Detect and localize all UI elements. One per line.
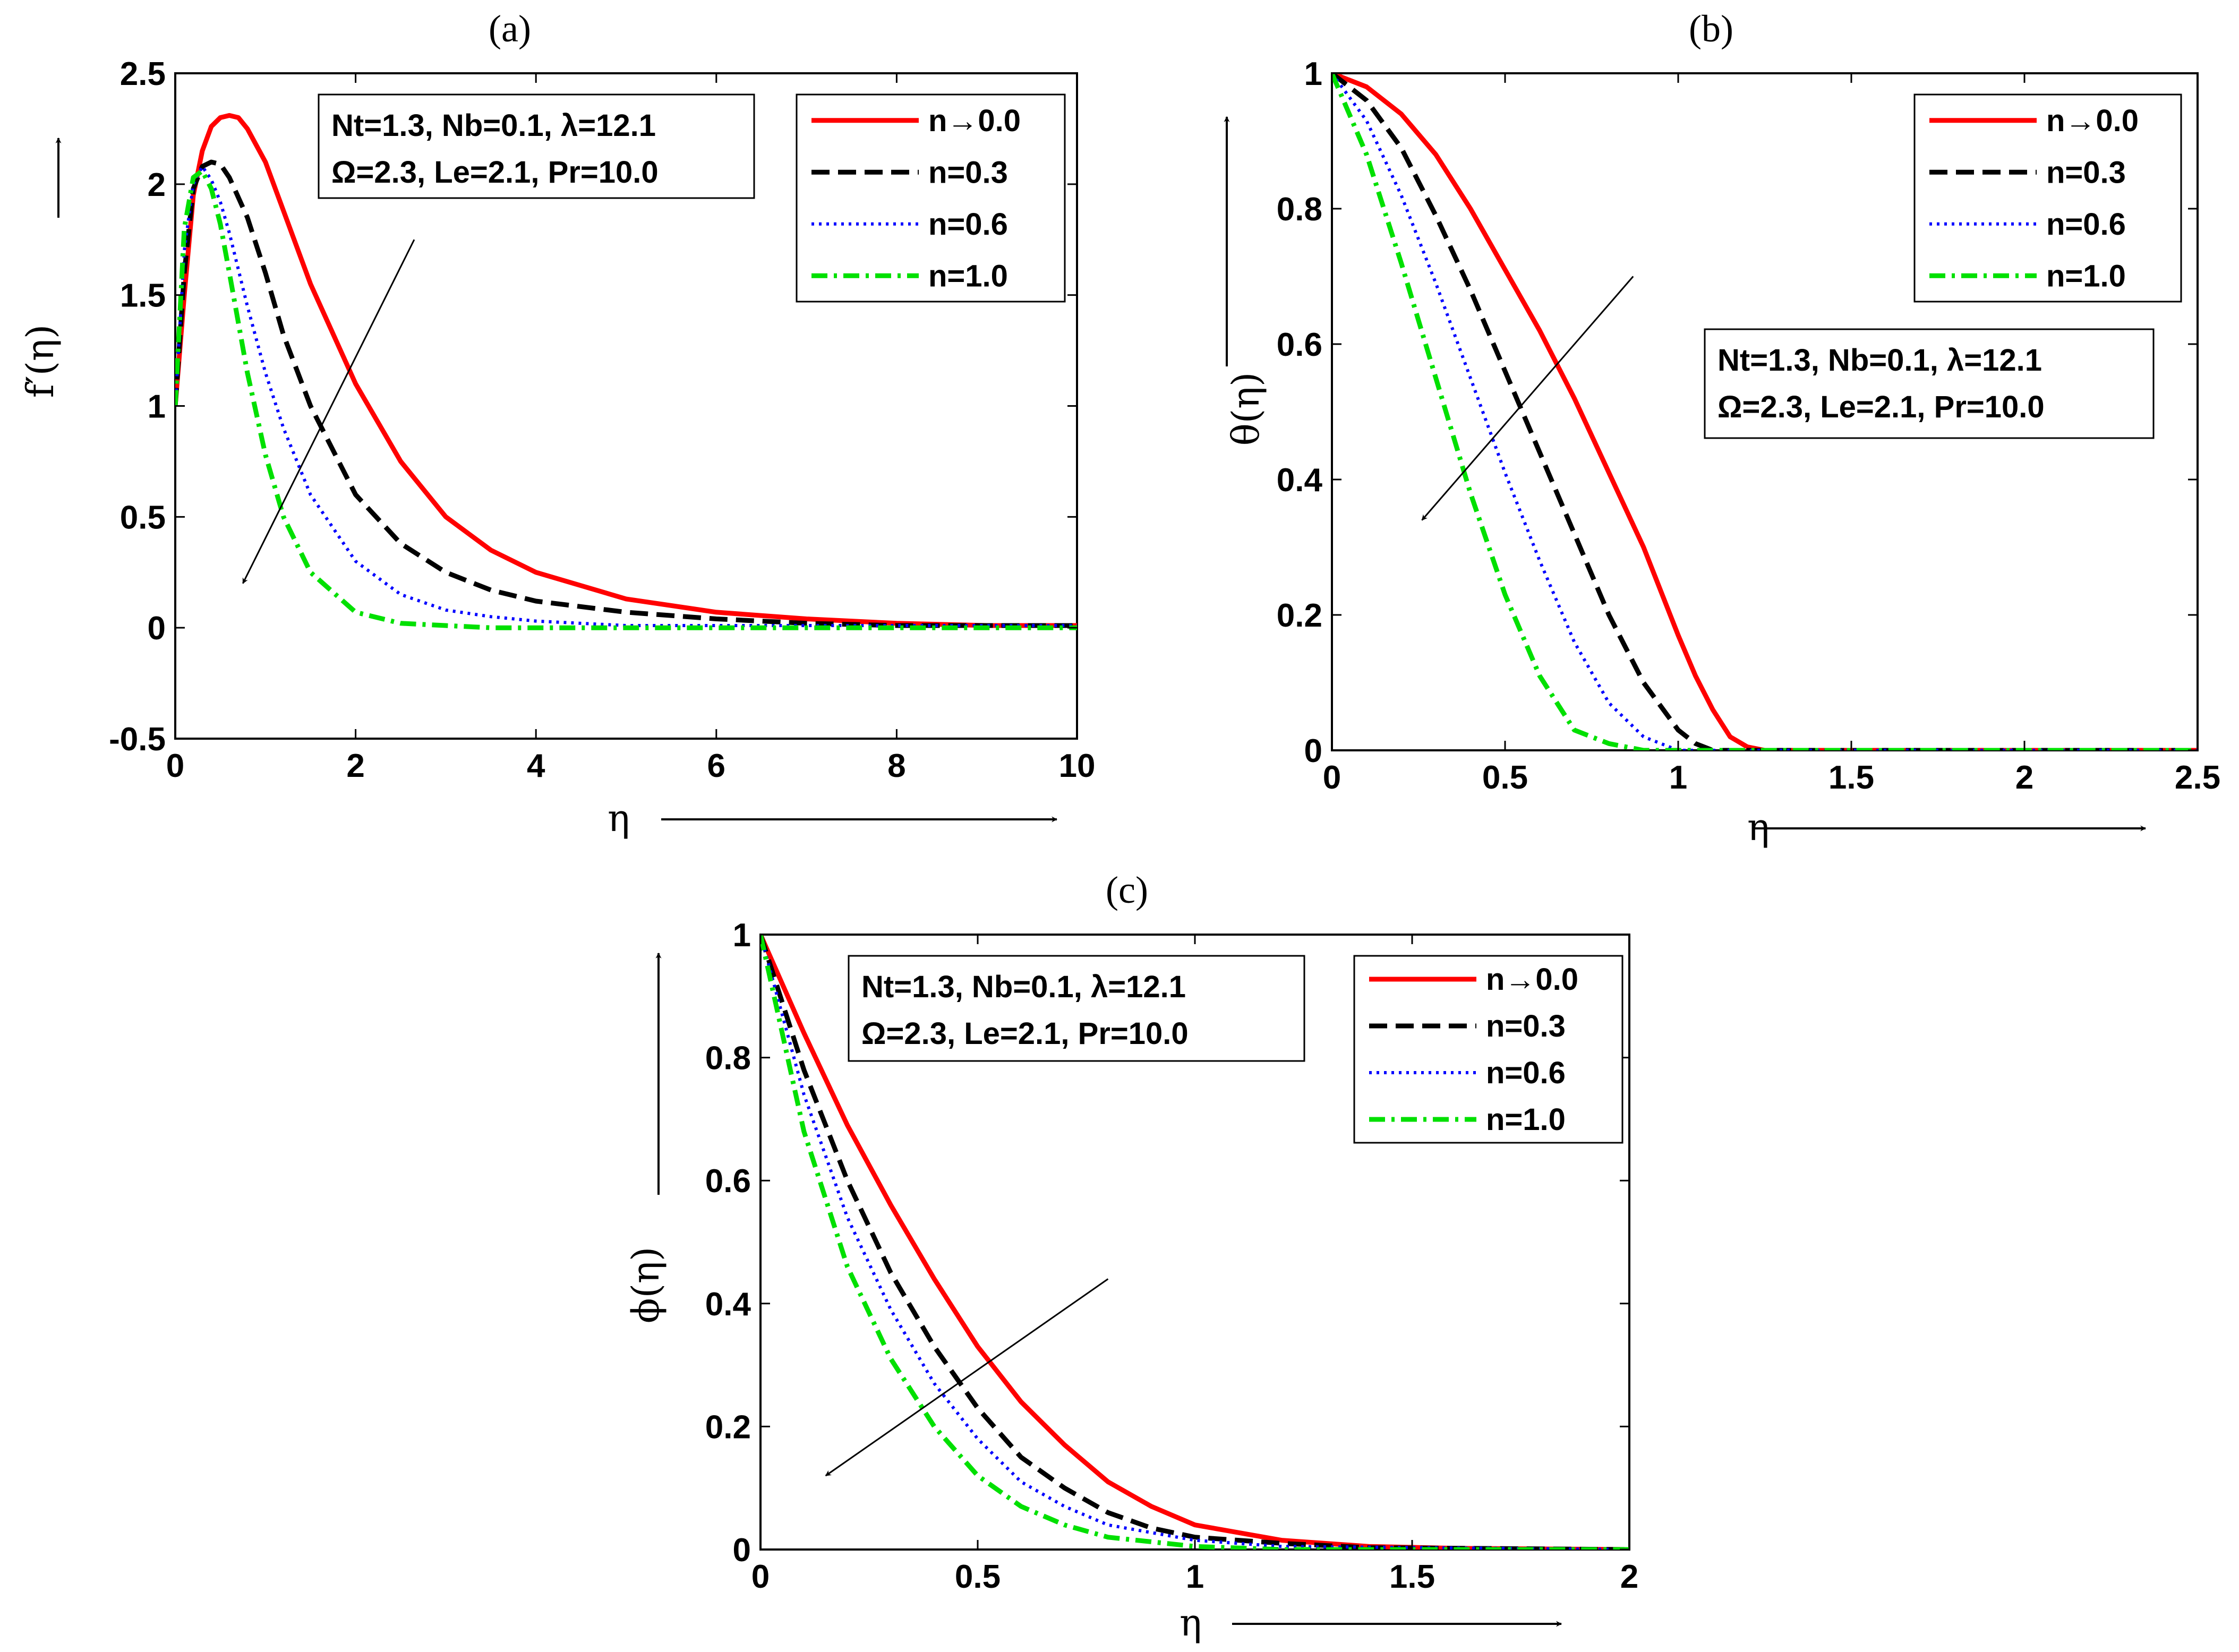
x-tick-label: 0: [751, 1559, 770, 1595]
y-tick-label: -0.5: [109, 721, 166, 758]
x-axis-label: η: [1180, 1601, 1202, 1645]
legend-box: [796, 93, 1066, 303]
x-tick-label: 2: [346, 748, 364, 784]
plot-area-c: 0 0.5 1 1.5 2 0 0.2 0.4 0.6 0.8 1 η ϕ(η) n→0.0 n=0.3 n=…: [624, 917, 1638, 1645]
x-tick-label: 0.5: [1482, 759, 1528, 796]
legend: n→0.0 n=0.3 n=0.6 n=1.0: [796, 93, 1066, 303]
y-tick-label: 0.6: [1277, 327, 1322, 363]
trend-arrow: [825, 1278, 1109, 1477]
x-tick-label: 10: [1059, 748, 1096, 784]
series-line-dashed: [175, 159, 1077, 628]
parameters-line: Nt=1.3, Nb=0.1, λ=12.1: [1717, 343, 2042, 378]
panel-b: (b) 0 0.5 1 1.5 2 2.500.20.40.60.81ηθ(η)n→0.0…: [1224, 7, 2220, 849]
legend: n→0.0 n=0.3 n=0.6 n=1.0: [1353, 955, 1623, 1144]
x-axis-label: η: [608, 797, 630, 840]
y-axis-label: ϕ(η): [624, 1247, 668, 1323]
y-tick-label: 0.2: [1277, 597, 1322, 634]
legend-label: n=0.3: [1486, 1009, 1566, 1043]
y-tick-label: 1: [1304, 56, 1322, 92]
parameters-line: Nt=1.3, Nb=0.1, λ=12.1: [331, 108, 656, 143]
series-line-dashdot: [175, 168, 1077, 630]
legend-box: [1913, 93, 2182, 303]
series-line-solid: [1332, 73, 2198, 750]
x-tick-label: 4: [527, 748, 545, 784]
x-tick-label: 1: [1669, 759, 1687, 796]
series-line-dotted: [1332, 73, 2198, 750]
x-tick-label: 0.5: [955, 1559, 1001, 1595]
legend-box: [1353, 955, 1623, 1144]
y-tick-label: 0: [1304, 733, 1322, 769]
parameters-frame: [848, 955, 1305, 1062]
trend-arrow: [1421, 276, 1634, 521]
panel-label-c: (c): [1106, 869, 1148, 911]
x-tick-label: 2: [1620, 1559, 1638, 1595]
legend-label: n=0.6: [1486, 1056, 1566, 1090]
y-axis-label: θ(η): [1224, 372, 1268, 446]
series-line-dashed: [1332, 73, 2198, 750]
panel-c: (c) 0 0.5 1 1.5 2 0 0.2 0.4 0.6 0.8 1 η ϕ(η) n→0.0 n=0…: [624, 869, 1638, 1645]
parameters-frame: [318, 93, 755, 199]
series-group: [1332, 73, 2198, 750]
y-tick-label: 0.5: [120, 499, 166, 536]
x-tick-label: 6: [707, 748, 725, 784]
y-tick-label: 0.6: [705, 1163, 751, 1200]
y-tick-label: 1.5: [120, 278, 166, 314]
legend-label: n=0.6: [928, 207, 1008, 242]
legend-label: n→0.0: [1486, 962, 1578, 997]
legend-label: n=1.0: [2046, 259, 2126, 293]
y-tick-label: 2.5: [120, 56, 166, 92]
y-tick-label: 1: [148, 389, 166, 425]
legend-label: n=1.0: [928, 259, 1008, 293]
series-line-dashdot: [760, 935, 1629, 1550]
plot-area-a: 0 2 4 6 8 10-0.500.511.522.5ηf′(η)n→0.0n=0.3n…: [19, 56, 1095, 840]
trend-arrow: [242, 239, 415, 584]
series-line-solid: [175, 113, 1077, 628]
parameters-line: Ω=2.3, Le=2.1, Pr=10.0: [1717, 390, 2045, 424]
parameters-box: Nt=1.3, Nb=0.1, λ=12.1 Ω=2.3, Le=2.1, Pr=…: [318, 93, 755, 199]
series-line-solid: [760, 935, 1629, 1550]
x-tick-label: 1: [1186, 1559, 1204, 1595]
series-group: [175, 113, 1077, 630]
series-group: [760, 935, 1629, 1550]
parameters-box: Nt=1.3, Nb=0.1, λ=12.1 Ω=2.3, Le=2.1, Pr=…: [848, 955, 1305, 1062]
x-tick-label: 1.5: [1389, 1559, 1435, 1595]
y-tick-label: 0: [733, 1532, 751, 1569]
x-tick-label: 0: [1323, 759, 1341, 796]
legend-label: n→0.0: [928, 104, 1021, 138]
x-tick-label: 1.5: [1828, 759, 1874, 796]
y-tick-label: 1: [733, 917, 751, 954]
parameters-box: Nt=1.3, Nb=0.1, λ=12.1 Ω=2.3, Le=2.1, Pr=…: [1704, 328, 2155, 439]
y-axis-label: f′(η): [19, 324, 62, 398]
legend-label: n=1.0: [1486, 1102, 1566, 1137]
panel-label-b: (b): [1689, 7, 1733, 50]
series-line-dotted: [175, 165, 1077, 627]
legend-label: n=0.3: [928, 155, 1008, 190]
legend-label: n→0.0: [2046, 104, 2139, 138]
legend: n→0.0 n=0.3 n=0.6 n=1.0: [1913, 93, 2182, 303]
x-tick-label: 8: [887, 748, 905, 784]
x-tick-label: 0: [166, 748, 184, 784]
y-tick-label: 0.2: [705, 1409, 751, 1445]
panel-a: (a) 0 2 4 6 8 10-0.500.511.522.5ηf′(η)n→0.0n=…: [19, 7, 1095, 840]
legend-label: n=0.6: [2046, 207, 2126, 242]
series-line-dashed: [760, 935, 1629, 1550]
parameters-line: Ω=2.3, Le=2.1, Pr=10.0: [861, 1016, 1189, 1051]
x-tick-label: 2.5: [2175, 759, 2220, 796]
parameters-line: Ω=2.3, Le=2.1, Pr=10.0: [331, 155, 659, 190]
panel-label-a: (a): [489, 7, 531, 50]
y-tick-label: 2: [148, 167, 166, 203]
y-tick-label: 0.8: [1277, 191, 1322, 228]
x-tick-label: 2: [2015, 759, 2033, 796]
parameters-line: Nt=1.3, Nb=0.1, λ=12.1: [861, 970, 1186, 1004]
y-tick-label: 0.8: [705, 1040, 751, 1077]
y-tick-label: 0.4: [705, 1286, 751, 1323]
series-line-dashdot: [1332, 73, 2198, 750]
legend-label: n=0.3: [2046, 155, 2126, 190]
y-tick-label: 0: [148, 610, 166, 647]
plot-area-b: 0 0.5 1 1.5 2 2.500.20.40.60.81ηθ(η)n→0.0n=0.…: [1224, 56, 2220, 849]
y-tick-label: 0.4: [1277, 462, 1323, 499]
parameters-frame: [1704, 328, 2155, 439]
